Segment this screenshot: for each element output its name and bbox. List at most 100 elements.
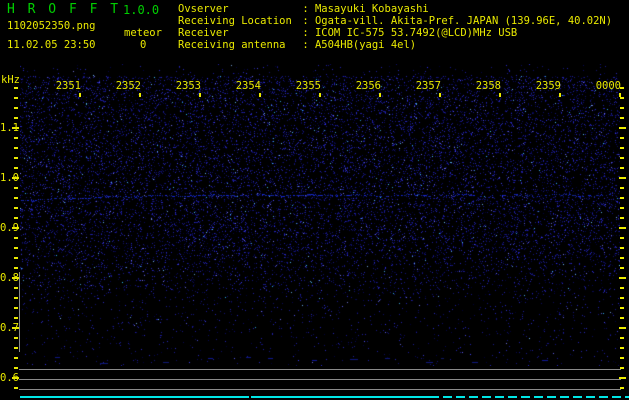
freq-major-tick-right [619,277,626,279]
freq-minor-tick-left [14,307,18,309]
signal-baseline-gap [249,396,251,398]
station-info-label: Receiving antenna [178,39,286,51]
station-info-value: : ICOM IC-575 53.7492(@LCD)MHz USB [296,27,518,39]
time-tick-label: 2358 [475,80,501,92]
freq-minor-tick-left [14,87,18,89]
freq-tick-label: 1.0 [0,172,19,184]
freq-minor-tick-left [14,387,18,389]
freq-minor-tick-right [620,347,624,349]
freq-major-tick-right [619,327,626,329]
freq-minor-tick-right [620,187,624,189]
freq-minor-tick-left [14,237,18,239]
time-tick-mark [139,93,141,97]
freq-minor-tick-right [620,387,624,389]
freq-minor-tick-right [620,197,624,199]
station-info-row: Receiving Location : Ogata-vill. Akita-P… [178,15,612,27]
time-tick-label: 2354 [235,80,261,92]
echo-count: 0 [140,39,147,51]
freq-major-tick-left [12,127,19,129]
station-info-row: Receiving antenna : A504HB(yagi 4el) [178,39,612,51]
time-tick-mark [499,93,501,97]
file-name: 1102052350.png [7,20,96,32]
signal-baseline-solid [20,396,430,398]
station-info-value: : Ogata-vill. Akita-Pref. JAPAN (139.96E… [296,15,613,27]
time-tick-label: 2351 [55,80,81,92]
freq-minor-tick-right [620,107,624,109]
freq-major-tick-right [619,177,626,179]
freq-major-tick-left [12,327,19,329]
freq-minor-tick-right [620,87,624,89]
freq-minor-tick-left [14,157,18,159]
freq-minor-tick-right [620,207,624,209]
freq-minor-tick-left [14,317,18,319]
freq-minor-tick-right [620,257,624,259]
freq-major-tick-left [12,277,19,279]
station-info-row: Ovserver : Masayuki Kobayashi [178,3,612,15]
reference-line [19,389,621,390]
freq-major-tick-left [12,177,19,179]
freq-minor-tick-left [14,167,18,169]
time-tick-mark [379,93,381,97]
freq-minor-tick-right [620,137,624,139]
app-title: H R O F F T [7,2,121,17]
time-tick-label: 2359 [535,80,561,92]
app-version: 1.0.0 [123,3,160,17]
freq-tick-label: 0.7 [0,322,19,334]
freq-major-tick-right [619,227,626,229]
freq-minor-tick-left [14,257,18,259]
freq-minor-tick-left [14,287,18,289]
freq-minor-tick-right [620,297,624,299]
freq-major-tick-left [12,227,19,229]
station-info-value: : A504HB(yagi 4el) [296,39,417,51]
level-axis-vertical-line [19,272,20,352]
freq-minor-tick-left [14,117,18,119]
freq-tick-label: 0.9 [0,222,19,234]
freq-tick-label: 0.6 [0,372,19,384]
signal-baseline-dashed [430,396,629,398]
freq-minor-tick-right [620,217,624,219]
freq-minor-tick-right [620,317,624,319]
freq-minor-tick-left [14,217,18,219]
time-tick-mark [259,93,261,97]
freq-major-tick-right [619,127,626,129]
freq-minor-tick-left [14,267,18,269]
freq-minor-tick-right [620,357,624,359]
station-info-value: : Masayuki Kobayashi [296,3,429,15]
spectrogram-plot [20,64,620,366]
freq-minor-tick-right [620,337,624,339]
time-tick-label: 2352 [115,80,141,92]
freq-minor-tick-right [620,167,624,169]
freq-minor-tick-right [620,367,624,369]
freq-minor-tick-right [620,97,624,99]
station-info-block: Ovserver : Masayuki Kobayashi Receiving L… [178,3,612,51]
freq-minor-tick-left [14,97,18,99]
freq-minor-tick-left [14,367,18,369]
freq-minor-tick-left [14,357,18,359]
time-tick-label: 2353 [175,80,201,92]
station-info-label: Receiver [178,27,229,39]
time-tick-mark [559,93,561,97]
freq-minor-tick-left [14,337,18,339]
time-tick-mark [439,93,441,97]
freq-major-tick-right [619,377,626,379]
freq-major-tick-left [12,377,19,379]
station-info-label: Receiving Location [178,15,292,27]
station-info-label: Ovserver [178,3,229,15]
reference-line [19,379,621,380]
freq-minor-tick-left [14,107,18,109]
freq-minor-tick-left [14,187,18,189]
freq-tick-label: 1.1 [0,122,19,134]
time-tick-label: 2357 [415,80,441,92]
freq-minor-tick-right [620,117,624,119]
time-tick-mark [319,93,321,97]
freq-minor-tick-right [620,147,624,149]
freq-minor-tick-right [620,237,624,239]
freq-minor-tick-left [14,347,18,349]
freq-minor-tick-left [14,247,18,249]
freq-minor-tick-left [14,147,18,149]
freq-minor-tick-right [620,307,624,309]
freq-minor-tick-right [620,287,624,289]
file-datetime: 11.02.05 23:50 [7,39,96,51]
time-tick-mark [619,93,621,97]
station-info-row: Receiver : ICOM IC-575 53.7492(@LCD)MHz … [178,27,612,39]
